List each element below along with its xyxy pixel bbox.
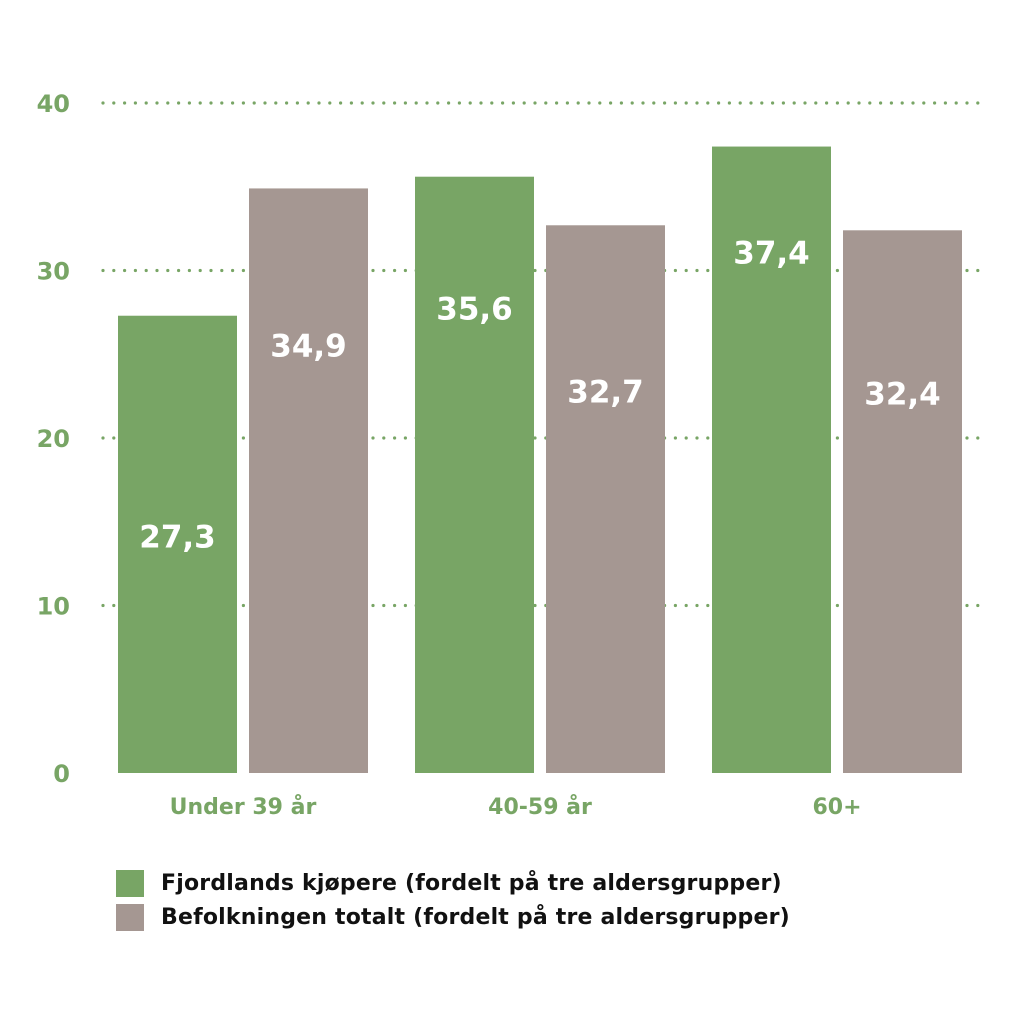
y-tick-label: 40 [37, 90, 70, 118]
legend-swatch-fjordlands [116, 869, 144, 897]
x-axis-ticks: Under 39 år 40-59 år 60+ [170, 794, 862, 820]
legend-item-fjordlands[interactable]: Fjordlands kjøpere (fordelt på tre alder… [116, 866, 790, 900]
legend-item-befolkningen[interactable]: Befolkningen totalt (fordelt på tre alde… [116, 900, 790, 934]
data-label: 27,3 [139, 520, 216, 556]
data-label: 32,7 [567, 374, 644, 410]
bar-befolkningen-0[interactable] [249, 188, 368, 774]
data-labels: 27,3 34,9 35,6 32,7 37,4 32,4 [139, 236, 941, 556]
bar-fjordlands-2[interactable] [712, 146, 831, 774]
data-label: 35,6 [436, 292, 513, 328]
data-label: 34,9 [270, 328, 347, 364]
legend-label-fjordlands: Fjordlands kjøpere (fordelt på tre alder… [161, 870, 782, 896]
x-tick-label: Under 39 år [170, 794, 317, 820]
legend-swatch-befolkningen [116, 903, 144, 931]
y-tick-label: 10 [37, 593, 70, 621]
data-label: 32,4 [864, 376, 941, 412]
y-tick-label: 30 [37, 258, 70, 286]
data-label: 37,4 [733, 236, 810, 272]
bar-befolkningen-2[interactable] [843, 230, 962, 774]
y-axis-ticks: 0 10 20 30 40 [37, 90, 70, 788]
bars [118, 146, 962, 774]
x-tick-label: 60+ [812, 795, 861, 820]
bar-fjordlands-0[interactable] [118, 315, 237, 773]
y-tick-label: 0 [53, 760, 70, 788]
x-tick-label: 40-59 år [488, 794, 592, 820]
y-tick-label: 20 [37, 425, 70, 453]
bar-fjordlands-1[interactable] [415, 176, 534, 773]
legend: Fjordlands kjøpere (fordelt på tre alder… [116, 866, 790, 934]
legend-label-befolkningen: Befolkningen totalt (fordelt på tre alde… [161, 904, 790, 930]
bar-befolkningen-1[interactable] [546, 225, 665, 773]
